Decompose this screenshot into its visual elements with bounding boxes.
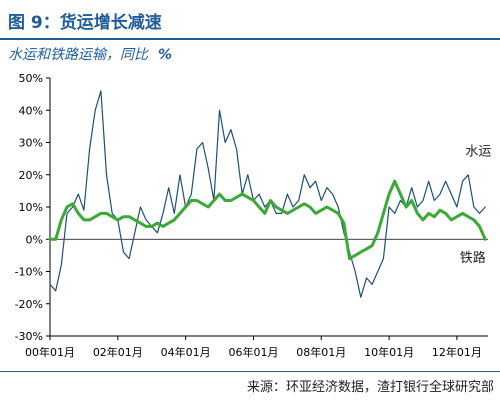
series-label-rail: 铁路 — [460, 250, 486, 266]
bottom-rule — [0, 371, 500, 372]
chart-area: -30% -20% -10% 0% 10% 20% 30% 40% 50% 00年01月 02年01… — [0, 70, 500, 370]
line-chart: -30% -20% -10% 0% 10% 20% 30% 40% 50% 00年01月 02年01… — [15, 72, 492, 359]
subtitle-text: 水运和铁路运输，同比 — [8, 47, 148, 63]
figure-title: 图 9：货运增长减速 — [8, 13, 162, 33]
y-tick-label: -20% — [15, 298, 43, 311]
x-tick-label: 02年01月 — [93, 345, 143, 359]
series-label-water: 水运 — [465, 144, 491, 159]
x-tick-label: 00年01月 — [25, 345, 75, 359]
x-tick-label: 06年01月 — [228, 345, 278, 359]
y-tick-label: 0% — [26, 233, 43, 246]
y-tick-label: 50% — [19, 72, 43, 85]
unit-label: % — [158, 47, 173, 63]
y-tick-label: 10% — [19, 201, 43, 214]
x-tick-label: 10年01月 — [364, 345, 414, 359]
title-rule — [0, 38, 500, 40]
figure-subtitle: 水运和铁路运输，同比% — [8, 44, 172, 64]
y-tick-label: 40% — [19, 104, 43, 117]
y-tick-label: -10% — [15, 266, 43, 279]
series-line-water — [49, 90, 486, 298]
x-tick-label: 04年01月 — [161, 345, 211, 359]
source-note: 来源：环亚经济数据，渣打银行全球研究部 — [246, 380, 494, 395]
series-line-rail — [48, 179, 487, 261]
y-tick-label: -30% — [15, 330, 43, 343]
y-tick-label: 20% — [19, 169, 43, 182]
x-tick-label: 12年01月 — [432, 345, 482, 359]
title-bar: 图 9：货运增长减速 — [0, 0, 500, 38]
y-tick-label: 30% — [19, 137, 43, 150]
x-tick-label: 08年01月 — [296, 345, 346, 359]
